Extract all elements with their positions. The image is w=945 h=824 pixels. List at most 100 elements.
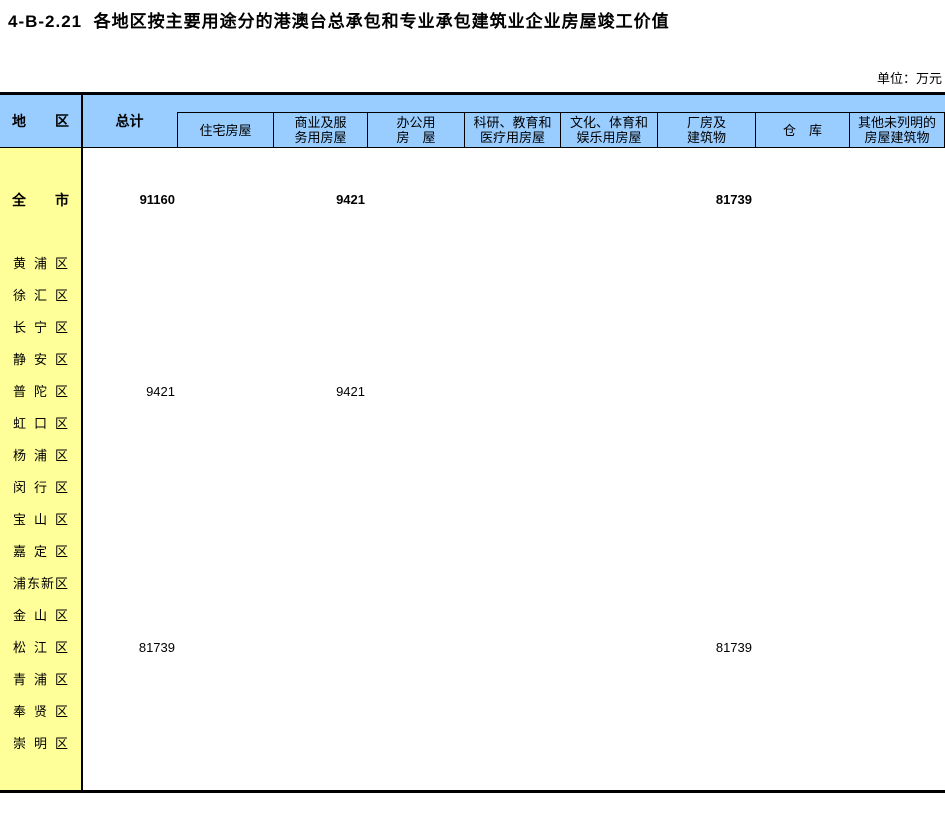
region-cell: 全市 bbox=[12, 192, 69, 208]
value-factory bbox=[657, 504, 752, 536]
table-row: 虹口区 bbox=[0, 408, 945, 440]
region-cell: 崇明区 bbox=[13, 736, 68, 751]
value-total bbox=[82, 664, 175, 696]
value-factory bbox=[657, 728, 752, 760]
value-commercial bbox=[273, 632, 365, 664]
table-row: 崇明区 bbox=[0, 728, 945, 760]
table-row: 长宁区 bbox=[0, 312, 945, 344]
value-total: 91160 bbox=[139, 192, 175, 207]
region-cell: 虹口区 bbox=[13, 416, 68, 431]
value-commercial bbox=[273, 312, 365, 344]
column-header-research-education-medical: 科研、教育和 医疗用房屋 bbox=[464, 112, 561, 148]
table-row: 宝山区 bbox=[0, 504, 945, 536]
table-row: 青浦区 bbox=[0, 664, 945, 696]
value-commercial bbox=[273, 664, 365, 696]
table-row: 黄浦区 bbox=[0, 248, 945, 280]
value-total bbox=[82, 696, 175, 728]
table-row: 奉贤区 bbox=[0, 696, 945, 728]
value-commercial bbox=[273, 408, 365, 440]
value-commercial bbox=[273, 568, 365, 600]
value-factory bbox=[657, 408, 752, 440]
value-factory bbox=[657, 536, 752, 568]
column-header-office: 办公用 房 屋 bbox=[367, 112, 465, 148]
value-commercial: 9421 bbox=[336, 384, 365, 399]
value-commercial bbox=[273, 440, 365, 472]
region-cell: 徐汇区 bbox=[13, 288, 68, 303]
value-total: 9421 bbox=[146, 384, 175, 399]
column-header-warehouse: 仓 库 bbox=[755, 112, 850, 148]
value-factory bbox=[657, 440, 752, 472]
value-factory bbox=[657, 568, 752, 600]
value-factory bbox=[657, 344, 752, 376]
column-header-factory-buildings: 厂房及 建筑物 bbox=[657, 112, 756, 148]
region-column-background bbox=[0, 148, 81, 790]
value-factory bbox=[657, 312, 752, 344]
region-cell: 松江区 bbox=[13, 640, 68, 655]
value-total bbox=[82, 408, 175, 440]
region-cell: 普陀区 bbox=[13, 384, 68, 399]
table-row-citywide: 全市 91160 9421 81739 bbox=[0, 184, 945, 216]
region-cell: 宝山区 bbox=[13, 512, 68, 527]
region-cell: 浦东新区 bbox=[13, 576, 68, 591]
region-cell: 长宁区 bbox=[13, 320, 68, 335]
value-commercial bbox=[273, 728, 365, 760]
value-total bbox=[82, 472, 175, 504]
value-factory: 81739 bbox=[715, 192, 752, 207]
value-total bbox=[82, 440, 175, 472]
column-header-culture-sports-entertainment: 文化、体育和 娱乐用房屋 bbox=[560, 112, 658, 148]
value-factory: 81739 bbox=[715, 640, 752, 655]
value-commercial bbox=[273, 280, 365, 312]
region-column-divider bbox=[81, 92, 83, 793]
table-row: 金山区 bbox=[0, 600, 945, 632]
value-factory bbox=[657, 248, 752, 280]
value-factory bbox=[657, 472, 752, 504]
table-row: 松江区 81739 81739 bbox=[0, 632, 945, 664]
value-factory bbox=[657, 280, 752, 312]
value-commercial bbox=[273, 248, 365, 280]
column-header-commercial-service: 商业及服 务用房屋 bbox=[273, 112, 368, 148]
value-factory bbox=[657, 664, 752, 696]
value-commercial bbox=[273, 344, 365, 376]
value-commercial bbox=[273, 696, 365, 728]
value-commercial bbox=[273, 504, 365, 536]
value-total bbox=[82, 312, 175, 344]
table-row: 嘉定区 bbox=[0, 536, 945, 568]
value-factory bbox=[657, 696, 752, 728]
value-commercial bbox=[273, 472, 365, 504]
table-row: 闵行区 bbox=[0, 472, 945, 504]
region-cell: 金山区 bbox=[13, 608, 68, 623]
table-top-border bbox=[0, 92, 945, 95]
value-total bbox=[82, 504, 175, 536]
region-cell: 青浦区 bbox=[13, 672, 68, 687]
column-header-total: 总计 bbox=[115, 113, 144, 129]
region-cell: 奉贤区 bbox=[13, 704, 68, 719]
value-total bbox=[82, 248, 175, 280]
table-bottom-border bbox=[0, 790, 945, 793]
value-total bbox=[82, 280, 175, 312]
value-total bbox=[82, 536, 175, 568]
region-cell: 黄浦区 bbox=[13, 256, 68, 271]
unit-label: 单位：万元 bbox=[876, 71, 942, 86]
region-cell: 静安区 bbox=[13, 352, 68, 367]
region-cell: 杨浦区 bbox=[13, 448, 68, 463]
value-total bbox=[82, 568, 175, 600]
value-commercial: 9421 bbox=[336, 192, 365, 207]
value-total: 81739 bbox=[138, 640, 175, 655]
page-title: 4-B-2.21 各地区按主要用途分的港澳台总承包和专业承包建筑业企业房屋竣工价… bbox=[8, 12, 670, 31]
column-header-region: 地区 bbox=[12, 113, 69, 129]
value-total bbox=[82, 344, 175, 376]
region-cell: 闵行区 bbox=[13, 480, 68, 495]
column-header-other-buildings: 其他未列明的 房屋建筑物 bbox=[849, 112, 945, 148]
table-row: 杨浦区 bbox=[0, 440, 945, 472]
value-total bbox=[82, 728, 175, 760]
value-commercial bbox=[273, 536, 365, 568]
table-row: 普陀区 9421 9421 bbox=[0, 376, 945, 408]
table-row: 静安区 bbox=[0, 344, 945, 376]
table-row: 徐汇区 bbox=[0, 280, 945, 312]
value-factory bbox=[657, 600, 752, 632]
region-cell: 嘉定区 bbox=[13, 544, 68, 559]
value-factory bbox=[657, 376, 752, 408]
table-row: 浦东新区 bbox=[0, 568, 945, 600]
value-total bbox=[82, 600, 175, 632]
